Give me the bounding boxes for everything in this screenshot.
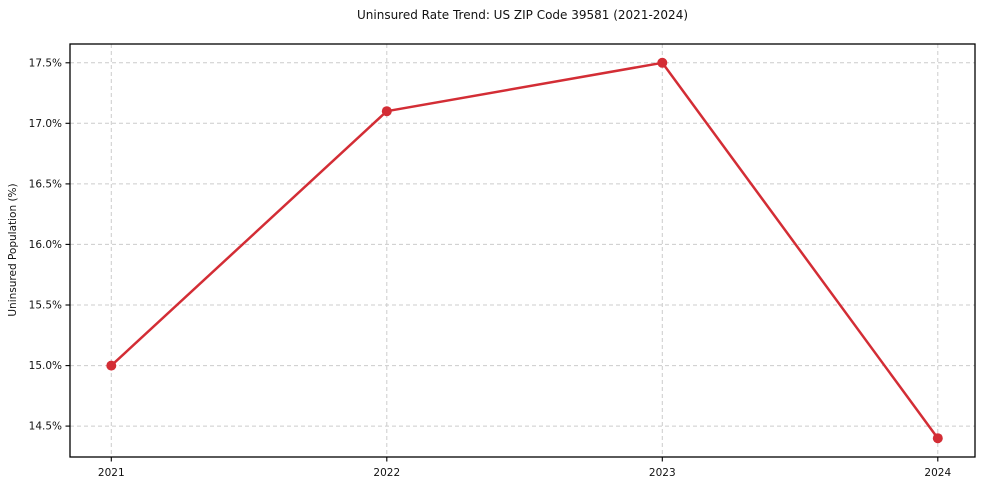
x-tick-label: 2024 xyxy=(924,467,951,479)
x-tick-label: 2023 xyxy=(649,467,676,479)
y-tick-label: 17.5% xyxy=(29,57,62,69)
data-point xyxy=(657,57,668,68)
y-tick-label: 15.0% xyxy=(29,360,62,372)
data-point xyxy=(106,360,117,371)
data-point xyxy=(932,433,943,444)
x-tick-label: 2021 xyxy=(98,467,125,479)
y-tick-label: 16.5% xyxy=(29,178,62,190)
data-point xyxy=(381,106,392,117)
x-tick-label: 2022 xyxy=(373,467,400,479)
y-tick-label: 15.5% xyxy=(29,300,62,312)
trend-line xyxy=(110,61,940,440)
plot-border xyxy=(69,43,976,458)
chart-title: Uninsured Rate Trend: US ZIP Code 39581 … xyxy=(356,8,689,22)
y-tick-label: 16.0% xyxy=(29,239,62,251)
y-tick-label: 17.0% xyxy=(29,118,62,130)
y-tick-label: 14.5% xyxy=(29,421,62,433)
